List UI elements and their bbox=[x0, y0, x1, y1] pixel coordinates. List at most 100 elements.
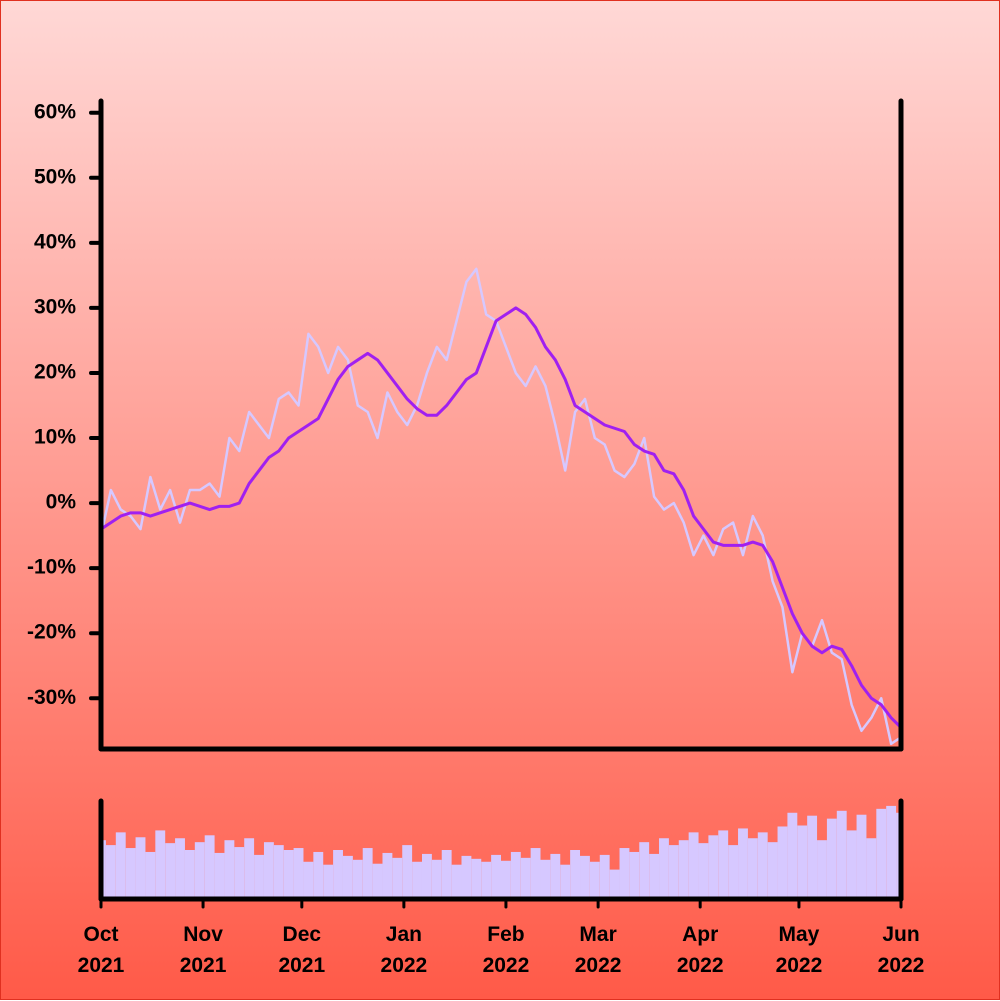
volume-bar bbox=[451, 864, 462, 899]
volume-bar bbox=[560, 864, 571, 899]
volume-bar bbox=[194, 842, 205, 899]
volume-bar bbox=[283, 850, 294, 899]
x-tick-label: Mar 2022 bbox=[574, 923, 622, 977]
volume-bar bbox=[530, 848, 541, 899]
volume-bar bbox=[254, 854, 264, 899]
volume-bar bbox=[461, 855, 472, 899]
volume-bar bbox=[609, 869, 620, 899]
volume-bar bbox=[125, 848, 136, 899]
volume-bar bbox=[412, 861, 422, 899]
x-tick-label: Jan 2022 bbox=[380, 923, 428, 977]
volume-bar bbox=[599, 854, 610, 899]
volume-bar bbox=[244, 838, 255, 899]
line-series bbox=[101, 267, 901, 746]
volume-bar bbox=[570, 850, 581, 899]
volume-bar bbox=[333, 850, 343, 899]
volume-bar bbox=[639, 842, 650, 899]
y-tick-label: 10% bbox=[34, 426, 76, 449]
volume-bar bbox=[115, 832, 126, 899]
volume-bar bbox=[392, 857, 403, 899]
volume-bar bbox=[293, 848, 304, 899]
line-series bbox=[101, 306, 901, 729]
x-tick-label: Nov 2021 bbox=[179, 923, 227, 977]
y-tick-label: -10% bbox=[27, 556, 76, 579]
volume-bar bbox=[165, 843, 176, 899]
volume-bar bbox=[836, 810, 847, 899]
x-tick-label: Oct 2021 bbox=[77, 923, 125, 977]
volume-bar bbox=[846, 830, 857, 899]
volume-bar bbox=[777, 826, 788, 899]
volume-bar bbox=[491, 854, 501, 899]
volume-bar bbox=[431, 859, 442, 899]
volume-bar bbox=[105, 845, 116, 899]
volume-bar bbox=[135, 837, 146, 899]
volume-bar bbox=[540, 859, 551, 899]
y-tick-label: -20% bbox=[27, 621, 76, 644]
y-tick-label: 30% bbox=[34, 295, 76, 318]
volume-bar bbox=[619, 848, 630, 899]
volume-bar bbox=[698, 843, 709, 899]
x-tick-label: Apr 2022 bbox=[676, 923, 724, 977]
volume-bar bbox=[481, 861, 492, 899]
volume-bar bbox=[214, 852, 225, 899]
volume-bar bbox=[323, 864, 334, 899]
volume-bar bbox=[738, 828, 748, 899]
volume-bar bbox=[757, 832, 768, 899]
volume-bar bbox=[313, 851, 324, 899]
volume-bar bbox=[372, 863, 383, 899]
volume-bar bbox=[817, 840, 827, 899]
volume-bar bbox=[273, 845, 284, 899]
volume-plot bbox=[101, 805, 901, 899]
volume-bar bbox=[718, 830, 729, 899]
volume-bar bbox=[589, 861, 600, 899]
axes bbox=[89, 98, 904, 909]
volume-bar bbox=[678, 840, 689, 899]
volume-bar bbox=[807, 815, 818, 899]
volume-bar bbox=[629, 851, 640, 899]
y-tick-label: 0% bbox=[46, 491, 77, 514]
price-plot bbox=[101, 267, 901, 746]
volume-bar bbox=[471, 858, 482, 899]
volume-bar bbox=[224, 840, 235, 899]
volume-bar bbox=[204, 835, 215, 899]
x-tick-label: Jun 2022 bbox=[877, 923, 925, 977]
y-tick-label: 60% bbox=[34, 100, 76, 123]
volume-bar bbox=[797, 825, 808, 899]
y-tick-label: 20% bbox=[34, 360, 76, 383]
volume-bar bbox=[303, 861, 314, 899]
volume-bar bbox=[659, 838, 669, 899]
volume-bar bbox=[668, 845, 679, 899]
volume-bar bbox=[382, 852, 393, 899]
volume-bar bbox=[520, 857, 531, 899]
x-tick-label: Feb 2022 bbox=[482, 923, 530, 977]
y-tick-label: -30% bbox=[27, 686, 76, 709]
volume-bar bbox=[441, 850, 452, 899]
volume-bar bbox=[362, 848, 373, 899]
volume-bar bbox=[866, 838, 877, 899]
y-tick-label: 40% bbox=[34, 230, 76, 253]
volume-bar bbox=[886, 805, 897, 899]
volume-bar bbox=[747, 838, 758, 899]
volume-bar bbox=[234, 847, 245, 899]
volume-bar bbox=[767, 842, 778, 899]
volume-bar bbox=[580, 855, 590, 899]
volume-bar bbox=[708, 835, 719, 899]
volume-bar bbox=[856, 814, 867, 899]
volume-bar bbox=[402, 845, 413, 899]
x-tick-label: May 2022 bbox=[775, 923, 823, 977]
volume-bar bbox=[263, 842, 274, 899]
volume-bar bbox=[155, 830, 166, 899]
volume-bar bbox=[145, 851, 156, 899]
volume-bar bbox=[342, 855, 353, 899]
volume-bar bbox=[876, 808, 887, 899]
x-tick-label: Dec 2021 bbox=[278, 923, 326, 977]
volume-bar bbox=[649, 853, 660, 899]
volume-bar bbox=[421, 853, 432, 899]
volume-bar bbox=[175, 838, 185, 899]
volume-bar bbox=[352, 859, 363, 899]
volume-bar bbox=[510, 851, 521, 899]
y-tick-label: 50% bbox=[34, 165, 76, 188]
volume-bar bbox=[501, 860, 511, 899]
